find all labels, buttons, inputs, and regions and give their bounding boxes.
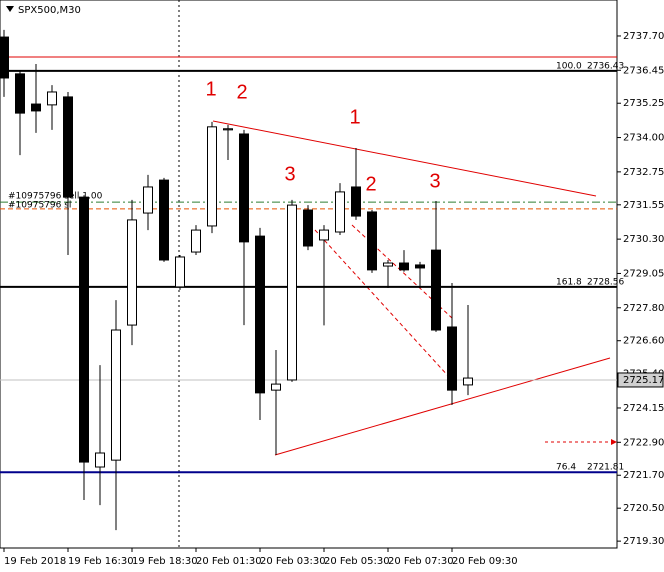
- candle-body: [63, 96, 73, 198]
- candle-body: [463, 377, 473, 386]
- candle-body: [223, 128, 233, 131]
- candle-body: [47, 91, 57, 106]
- y-tick-label: 2727.80: [623, 303, 664, 314]
- candle-body: [15, 73, 25, 114]
- x-tick-label: 20 Feb 09:30: [452, 556, 518, 567]
- y-tick-label: 2735.25: [623, 98, 664, 109]
- menu-triangle: [6, 6, 14, 12]
- y-tick-label: 2732.75: [623, 167, 664, 178]
- order-label: #10975796 sl: [8, 200, 71, 210]
- candle-body: [191, 229, 201, 253]
- plot-frame: [0, 0, 618, 549]
- y-tick-label: 2731.55: [623, 200, 664, 211]
- candle-body: [447, 326, 457, 391]
- current-price-label: 2725.17: [623, 375, 664, 386]
- x-tick-label: 20 Feb 01:30: [196, 556, 262, 567]
- y-tick-label: 2737.70: [623, 31, 664, 42]
- x-tick-label: 19 Feb 18:30: [132, 556, 198, 567]
- y-tick-label: 2734.00: [623, 133, 664, 144]
- current-price-box: [617, 372, 664, 388]
- chart-title: SPX500,M30: [18, 5, 81, 16]
- trend-line: [274, 357, 611, 456]
- y-tick-label: 2722.90: [623, 437, 664, 448]
- candle-body: [383, 262, 393, 267]
- y-tick-label: 2721.70: [623, 470, 664, 481]
- fib-name: 161.8: [556, 277, 582, 287]
- dashed-path: [314, 229, 451, 379]
- fib-value: 2736.43: [587, 61, 624, 71]
- wave-label: 2: [365, 173, 376, 195]
- fib-value: 2721.81: [587, 463, 624, 473]
- candle-body: [143, 186, 153, 214]
- y-tick-label: 2729.05: [623, 268, 664, 279]
- fib-name: 76.4: [556, 463, 576, 473]
- candle-body: [31, 103, 41, 112]
- candle-body: [351, 186, 361, 217]
- candle-body: [239, 133, 249, 243]
- candle-body: [111, 329, 121, 461]
- x-tick-label: 20 Feb 07:30: [388, 556, 454, 567]
- y-tick-label: 2724.15: [623, 403, 664, 414]
- wave-label: 1: [205, 78, 216, 100]
- x-tick-label: 19 Feb 2018: [4, 556, 66, 567]
- arrow-head: [611, 439, 617, 445]
- candle-body: [287, 204, 297, 381]
- candle-body: [431, 249, 441, 331]
- x-tick-label: 20 Feb 03:30: [260, 556, 326, 567]
- order-label: #10975796 sell 1.00: [8, 192, 103, 202]
- fib-value: 2728.56: [587, 277, 624, 287]
- candle-body: [319, 229, 329, 241]
- wave-label: 3: [429, 170, 440, 192]
- candle-body: [367, 211, 377, 271]
- y-tick-label: 2720.50: [623, 503, 664, 514]
- fib-name: 100.0: [556, 61, 582, 71]
- y-tick-label: 2736.45: [623, 65, 664, 76]
- candle-body: [159, 179, 169, 261]
- candle-body: [0, 36, 9, 79]
- trend-line: [212, 120, 597, 197]
- candle-body: [399, 262, 409, 271]
- candle-body: [255, 235, 265, 394]
- candle-body: [207, 126, 217, 227]
- x-tick-label: 20 Feb 05:30: [324, 556, 390, 567]
- candle-body: [127, 219, 137, 326]
- candle-body: [95, 452, 105, 468]
- candle-body: [175, 256, 185, 288]
- y-tick-label: 2719.30: [623, 536, 664, 547]
- candle-body: [335, 191, 345, 233]
- candle-body: [271, 383, 281, 391]
- wave-label: 1: [349, 106, 360, 128]
- wave-label: 3: [284, 163, 295, 185]
- wave-label: 2: [236, 81, 247, 103]
- x-tick-label: 19 Feb 16:30: [68, 556, 134, 567]
- y-tick-label: 2726.60: [623, 336, 664, 347]
- y-tick-label: 2730.30: [623, 234, 664, 245]
- candle-body: [303, 209, 313, 247]
- candle-body: [415, 264, 425, 269]
- candle-body: [79, 196, 89, 463]
